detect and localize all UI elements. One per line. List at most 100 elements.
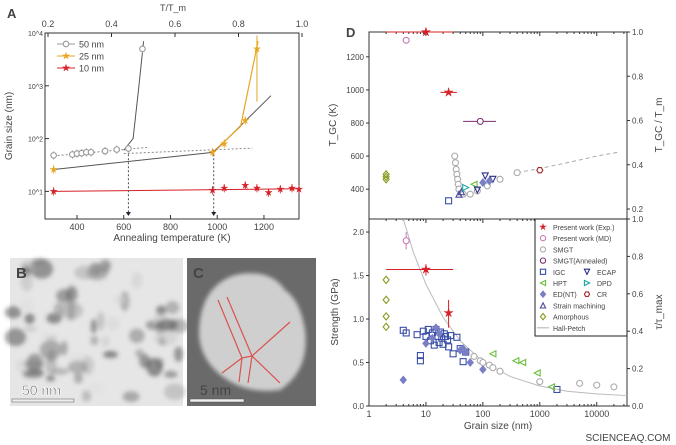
right-tick-label: 0.6 bbox=[632, 290, 644, 299]
circle-marker bbox=[476, 117, 484, 125]
tri-down-marker bbox=[481, 172, 490, 181]
star-marker bbox=[219, 183, 229, 192]
circle-marker bbox=[539, 246, 547, 253]
grain bbox=[158, 337, 166, 346]
star-marker bbox=[208, 147, 217, 156]
top-tick-label: 0.2 bbox=[42, 19, 55, 29]
grain bbox=[90, 318, 97, 334]
grain bbox=[26, 353, 43, 374]
circle-marker bbox=[496, 175, 504, 183]
panel-label-b: B bbox=[16, 265, 27, 282]
diamond-marker bbox=[382, 169, 390, 179]
tri-left-marker bbox=[511, 356, 520, 365]
star-marker bbox=[294, 184, 304, 193]
star-marker bbox=[420, 263, 432, 274]
square-marker bbox=[459, 358, 467, 366]
tri-left-marker bbox=[488, 349, 497, 358]
grain bbox=[19, 297, 34, 313]
legend-label: ED(NT) bbox=[553, 292, 577, 299]
y-tick-label: 400 bbox=[351, 185, 365, 194]
diamond-marker bbox=[428, 333, 437, 343]
grain bbox=[60, 340, 68, 356]
circle-marker bbox=[451, 152, 459, 160]
y-tick-label: 1000 bbox=[346, 86, 364, 95]
grain bbox=[113, 295, 126, 304]
grain bbox=[45, 356, 57, 375]
star-marker bbox=[208, 185, 217, 194]
x-tick-label: 800 bbox=[163, 222, 178, 232]
square-marker bbox=[416, 352, 424, 360]
watermark: SCIENCEAQ.COM bbox=[585, 433, 670, 444]
right-tick-label: 0.4 bbox=[632, 327, 644, 336]
micrograph-b: B 50 nm bbox=[4, 258, 190, 406]
legend-label: DPD bbox=[597, 281, 612, 288]
diamond-marker bbox=[462, 347, 470, 357]
grain bbox=[155, 276, 162, 295]
scale-label-b: 50 nm bbox=[22, 382, 61, 398]
star-marker bbox=[240, 180, 250, 190]
hexagon-marker bbox=[536, 167, 544, 174]
square-marker bbox=[445, 343, 453, 351]
diamond-marker bbox=[382, 311, 390, 321]
legend-label: Amorphous bbox=[553, 315, 589, 322]
grain bbox=[20, 272, 34, 292]
grain bbox=[56, 288, 72, 303]
circle-marker bbox=[513, 169, 521, 177]
x-tick-label: 600 bbox=[116, 222, 131, 232]
grain bbox=[120, 291, 130, 312]
micrograph-c: C 5 nm bbox=[187, 258, 316, 406]
circle-marker bbox=[62, 40, 70, 48]
circle-marker bbox=[113, 146, 121, 153]
circle-marker bbox=[539, 257, 547, 264]
panel-label-d: D bbox=[346, 25, 355, 40]
diamond-marker bbox=[466, 358, 474, 367]
square-marker bbox=[539, 268, 547, 275]
circle-marker bbox=[139, 45, 146, 53]
growth-curve-50nm bbox=[123, 41, 145, 151]
diamond-marker bbox=[399, 375, 407, 385]
top-tick-label: 0.6 bbox=[169, 19, 182, 29]
plot-frame-a bbox=[44, 32, 300, 220]
star-marker bbox=[49, 186, 58, 196]
fit-line-50nm bbox=[53, 146, 148, 157]
right-tick-label: 1.0 bbox=[632, 215, 644, 224]
circle-marker bbox=[402, 36, 410, 44]
y-tick-label: 1200 bbox=[346, 53, 364, 62]
right-axis-label-bottom: τ/τ_max bbox=[654, 294, 665, 329]
star-marker bbox=[538, 222, 548, 231]
square-marker bbox=[449, 350, 457, 358]
star-marker bbox=[49, 164, 58, 174]
grain-shape bbox=[199, 273, 306, 391]
diamond-marker bbox=[479, 178, 487, 188]
diamond-marker bbox=[382, 174, 390, 184]
circle-marker bbox=[101, 147, 109, 155]
scale-bar-c bbox=[189, 398, 245, 403]
grain bbox=[74, 265, 98, 280]
grain bbox=[101, 335, 110, 348]
legend-label: SMGT bbox=[553, 247, 574, 254]
grain bbox=[153, 330, 178, 346]
star-marker bbox=[252, 183, 262, 192]
x-tick-label: 400 bbox=[69, 222, 84, 232]
square-marker bbox=[402, 329, 410, 337]
y-tick-label: 1.0 bbox=[353, 315, 365, 324]
circle-marker bbox=[87, 148, 95, 156]
circle-marker bbox=[539, 235, 547, 242]
y-tick-label: 0.0 bbox=[353, 402, 365, 411]
x-tick-label: 1000 bbox=[530, 409, 550, 419]
diamond-marker bbox=[382, 295, 390, 305]
star-marker bbox=[219, 139, 229, 148]
micrograph-b-grains bbox=[4, 258, 190, 402]
grain bbox=[163, 383, 186, 400]
chart-d: 1 10 100 1000 10000 Grain size (nm) 400 600 800 1… bbox=[328, 26, 665, 432]
grain bbox=[5, 328, 27, 347]
top-tick-label: 0.4 bbox=[105, 19, 118, 29]
right-tick-label: 0.8 bbox=[632, 252, 644, 261]
x-tick-label: 100 bbox=[475, 409, 490, 419]
diamond-marker bbox=[382, 322, 390, 332]
chart-a: 400 600 800 1000 1200 0.2 0.4 0.6 0.8 1.0 10^1 10^2… bbox=[4, 3, 308, 244]
diamond-marker bbox=[539, 312, 547, 321]
grain-boundary-lines bbox=[217, 296, 291, 384]
x-tick-label: 1000 bbox=[207, 222, 227, 232]
circle-marker bbox=[125, 145, 132, 152]
